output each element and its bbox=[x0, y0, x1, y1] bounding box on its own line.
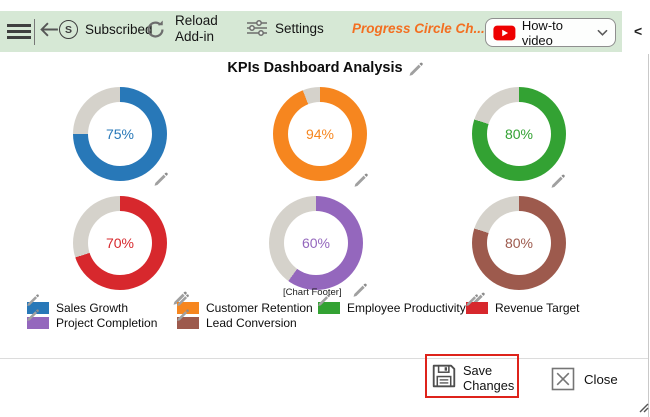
annotation-highlight-box bbox=[425, 354, 519, 398]
chart-footer-placeholder: [Chart Footer] bbox=[283, 287, 342, 298]
legend-swatch bbox=[466, 302, 488, 314]
donut-chart-lead-conversion: 80% bbox=[472, 196, 566, 290]
donut-chart-sales-growth: 75% bbox=[73, 87, 167, 181]
donut-hole: 70% bbox=[88, 211, 152, 275]
collapse-pane-button[interactable]: < bbox=[634, 23, 643, 39]
back-arrow-icon[interactable] bbox=[39, 21, 60, 38]
donut-hole: 75% bbox=[88, 102, 152, 166]
legend-swatch bbox=[318, 302, 340, 314]
reload-addin-label: Reload Add-in bbox=[175, 13, 218, 44]
close-label: Close bbox=[584, 371, 618, 387]
donut-percent-label: 80% bbox=[504, 126, 534, 142]
hamburger-menu-icon[interactable] bbox=[7, 24, 31, 40]
legend-swatch bbox=[177, 317, 199, 329]
toolbar-divider bbox=[34, 19, 36, 45]
subscription-icon: S bbox=[59, 20, 78, 39]
donut-chart-revenue-target: 70% bbox=[73, 196, 167, 290]
close-x-icon bbox=[551, 367, 575, 391]
chart-title: KPIs Dashboard Analysis bbox=[227, 60, 403, 76]
settings-button[interactable]: Settings bbox=[246, 20, 324, 36]
edit-legend-pencil-icon[interactable] bbox=[175, 293, 190, 308]
save-changes-label: Save Changes bbox=[463, 363, 515, 393]
bottom-divider bbox=[0, 358, 648, 359]
edit-footer-pencil-icon[interactable] bbox=[351, 282, 368, 299]
legend-item: Customer Retention bbox=[177, 301, 313, 315]
donut-hole: 80% bbox=[487, 102, 551, 166]
legend-item: Revenue Target bbox=[466, 301, 580, 315]
donut-percent-label: 75% bbox=[105, 126, 135, 142]
edit-legend-pencil-icon[interactable] bbox=[25, 293, 40, 308]
legend-swatch bbox=[27, 317, 49, 329]
donut-percent-label: 70% bbox=[105, 235, 135, 251]
edit-donut-pencil-icon[interactable] bbox=[152, 171, 169, 188]
reload-addin-button[interactable]: Reload Add-in bbox=[145, 13, 218, 45]
addin-title: Progress Circle Ch... bbox=[352, 21, 485, 36]
donut-hole: 94% bbox=[288, 102, 352, 166]
legend-label: Lead Conversion bbox=[206, 316, 297, 330]
legend-label: Employee Productivity bbox=[347, 301, 466, 315]
legend-swatch bbox=[177, 302, 199, 314]
howto-video-button[interactable]: How-to video bbox=[485, 17, 616, 48]
save-changes-button[interactable]: Save Changes bbox=[431, 363, 514, 393]
edit-legend-pencil-icon[interactable] bbox=[25, 308, 40, 323]
subscription-status[interactable]: S Subscribed bbox=[59, 20, 153, 39]
donut-hole: 80% bbox=[487, 211, 551, 275]
edit-title-pencil-icon[interactable] bbox=[407, 61, 424, 78]
legend-item: Project Completion bbox=[27, 316, 157, 330]
refresh-icon bbox=[145, 19, 166, 40]
legend-label: Sales Growth bbox=[56, 301, 129, 315]
edit-legend-pencil-icon[interactable] bbox=[464, 293, 479, 308]
donut-percent-label: 94% bbox=[305, 126, 335, 142]
chevron-down-icon bbox=[597, 29, 608, 37]
edit-donut-pencil-icon[interactable] bbox=[352, 172, 369, 189]
legend-swatch bbox=[27, 302, 49, 314]
legend-item: Employee Productivity bbox=[318, 301, 466, 315]
donut-chart-employee-productivity: 80% bbox=[472, 87, 566, 181]
resize-gripper-icon[interactable] bbox=[639, 403, 649, 413]
donut-chart-project-completion: 60% bbox=[269, 196, 363, 290]
legend-label: Project Completion bbox=[56, 316, 158, 330]
edit-legend-pencil-icon[interactable] bbox=[175, 308, 190, 323]
donut-hole: 60% bbox=[284, 211, 348, 275]
edit-legend-pencil-icon[interactable] bbox=[316, 293, 331, 308]
subscribed-label: Subscribed bbox=[85, 22, 153, 37]
edit-donut-pencil-icon[interactable] bbox=[549, 173, 566, 190]
pane-right-border bbox=[648, 54, 649, 417]
donut-percent-label: 60% bbox=[301, 235, 331, 251]
toolbar: S Subscribed Reload Add-in Settings Progr… bbox=[0, 11, 622, 52]
sliders-icon bbox=[246, 20, 268, 36]
howto-video-label: How-to video bbox=[521, 17, 563, 48]
settings-label: Settings bbox=[275, 20, 324, 36]
legend-label: Customer Retention bbox=[206, 301, 313, 315]
legend-label: Revenue Target bbox=[495, 301, 580, 315]
legend-item: Lead Conversion bbox=[177, 316, 297, 330]
donut-chart-customer-retention: 94% bbox=[273, 87, 367, 181]
legend-item: Sales Growth bbox=[27, 301, 128, 315]
save-floppy-icon bbox=[431, 363, 457, 389]
close-button[interactable]: Close bbox=[551, 367, 618, 391]
donut-percent-label: 80% bbox=[504, 235, 534, 251]
youtube-icon bbox=[493, 24, 516, 42]
